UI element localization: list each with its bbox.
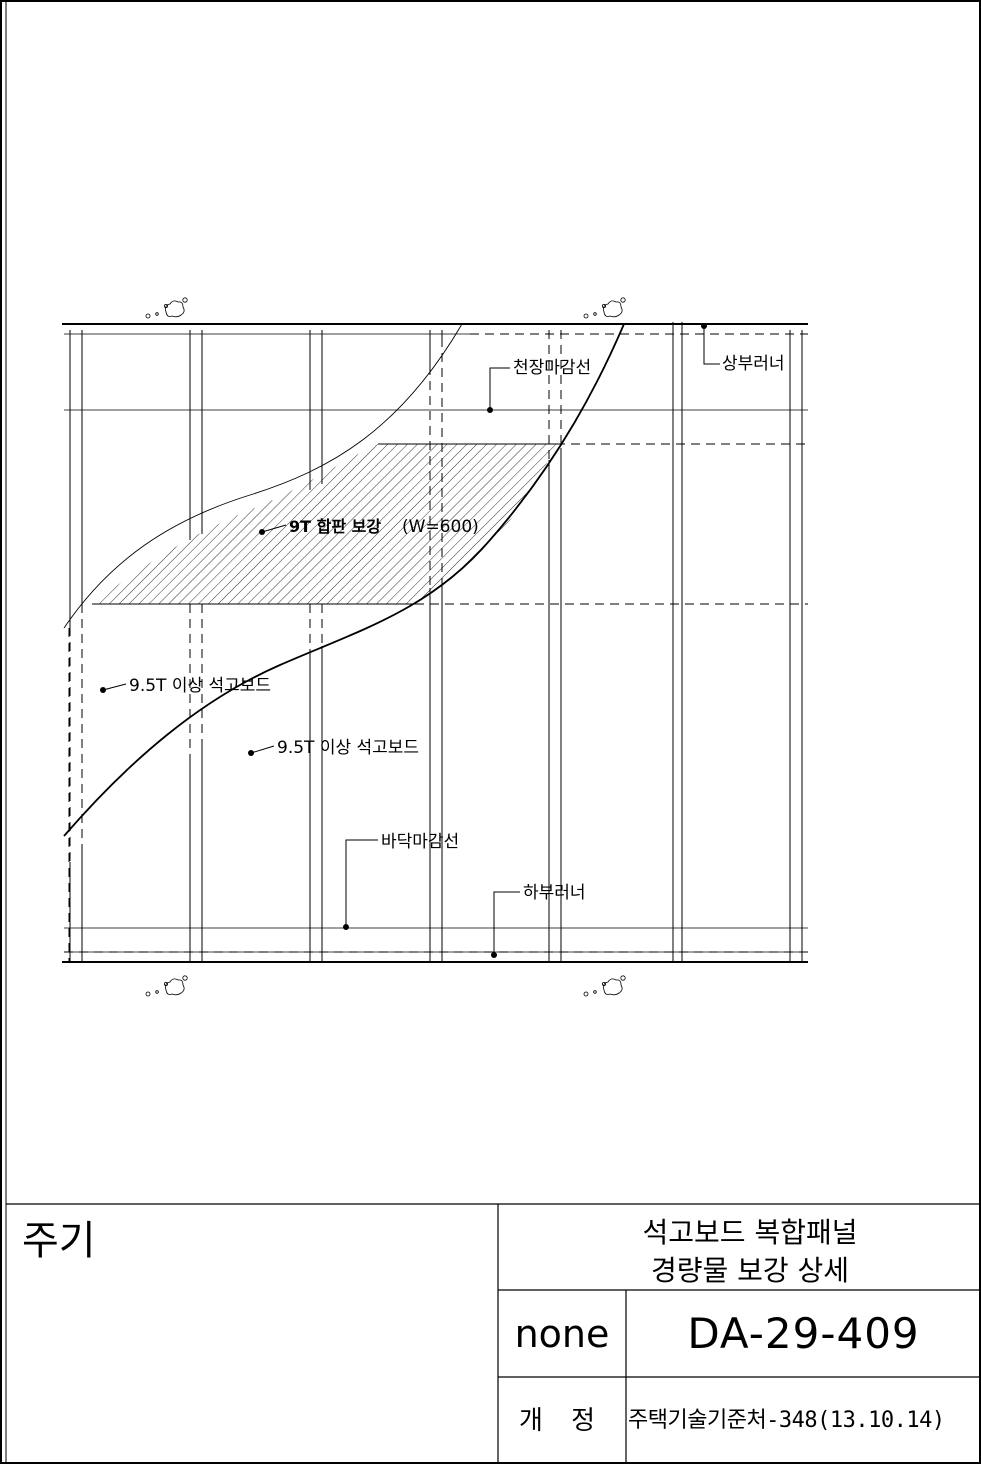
label-plywood-width: (W=600) — [402, 517, 479, 537]
label-ceiling-finish: 천장마감선 — [513, 358, 591, 378]
drawing-title-line-2: 경량물 보강 상세 — [500, 1252, 981, 1290]
scale-value: none — [498, 1312, 626, 1356]
revision-label: 개 정 — [498, 1400, 626, 1437]
label-floor-finish: 바닥마감선 — [381, 832, 459, 852]
label-gypsum-board-2: 9.5T 이상 석고보드 — [277, 738, 419, 758]
label-top-runner: 상부러너 — [722, 354, 785, 374]
notes-label: 주기 — [22, 1208, 96, 1266]
label-gypsum-board-1: 9.5T 이상 석고보드 — [129, 676, 271, 696]
steel-studs — [70, 322, 802, 962]
drawing-title-line-1: 석고보드 복합패널 — [500, 1214, 981, 1252]
drawing-title: 석고보드 복합패널 경량물 보강 상세 — [500, 1214, 981, 1290]
hidden-studs — [64, 330, 808, 962]
drawing-number: DA-29-409 — [626, 1309, 981, 1358]
label-bottom-runner: 하부러너 — [523, 883, 586, 903]
revision-value: 주택기술기준처-348(13.10.14) — [628, 1402, 981, 1434]
label-plywood-reinforcement: 9T 합판 보강 — [289, 517, 381, 536]
leader-dots — [100, 323, 707, 958]
leader-lines — [103, 326, 720, 955]
